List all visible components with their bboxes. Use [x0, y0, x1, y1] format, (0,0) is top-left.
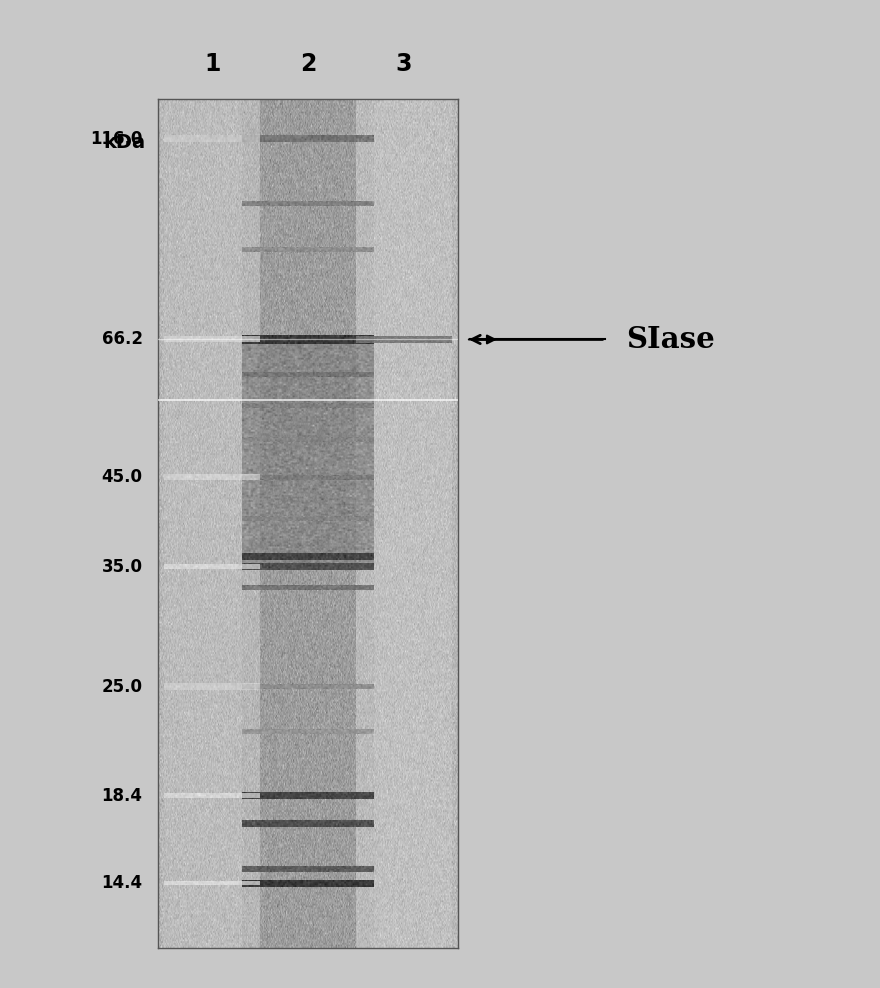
- Text: 35.0: 35.0: [101, 558, 143, 576]
- Text: SIase: SIase: [627, 325, 715, 354]
- Text: kDa: kDa: [104, 132, 146, 152]
- Text: 14.4: 14.4: [101, 874, 143, 892]
- Text: 116.0: 116.0: [90, 130, 143, 148]
- Text: 1: 1: [204, 52, 221, 76]
- Text: 18.4: 18.4: [101, 787, 143, 805]
- Text: 2: 2: [300, 52, 316, 76]
- Text: 3: 3: [395, 52, 412, 76]
- Text: 66.2: 66.2: [101, 330, 143, 349]
- Text: 25.0: 25.0: [101, 678, 143, 696]
- Text: 45.0: 45.0: [101, 468, 143, 486]
